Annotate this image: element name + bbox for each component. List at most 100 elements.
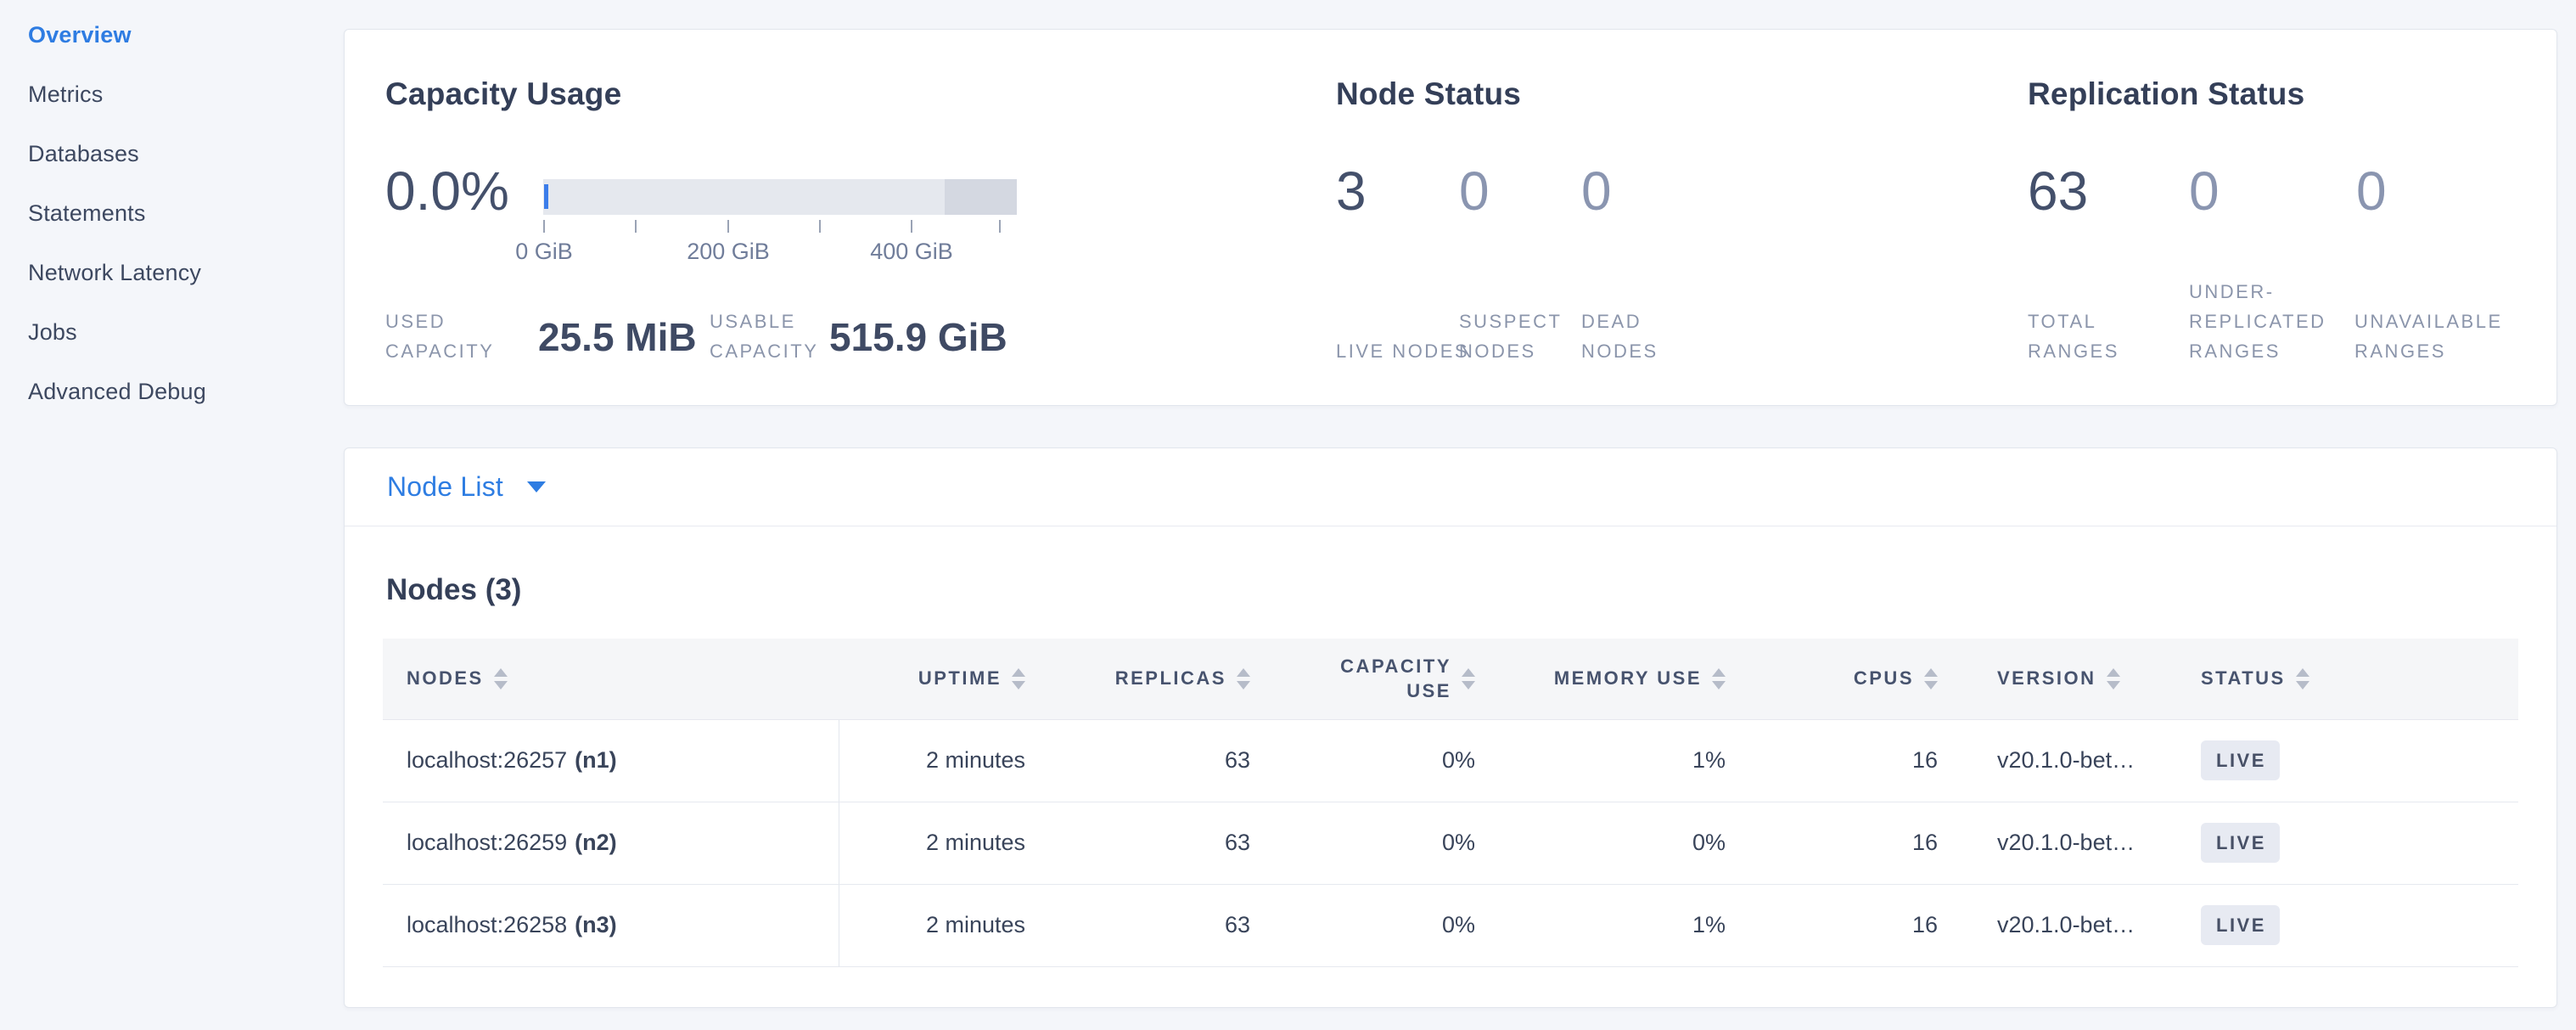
node-id: (n2)	[575, 830, 617, 855]
sort-icon	[1712, 667, 1726, 689]
column-header-label: VERSION	[1997, 667, 2096, 689]
capacity-use-cell: 0%	[1267, 884, 1492, 967]
table-row-node-3: localhost:26258 (n3) 2 minutes 63 0% 1% 1…	[383, 884, 2518, 967]
status-cell: LIVE	[2167, 719, 2518, 802]
sidebar-item-overview[interactable]: Overview	[28, 22, 132, 48]
sidebar: Overview Metrics Databases Statements Ne…	[0, 0, 344, 1030]
column-header-label: NODES	[407, 667, 484, 689]
capacity-gauge-track	[543, 179, 1017, 215]
column-header-cpus[interactable]: CPUS	[1743, 639, 1955, 720]
axis-tick	[911, 220, 912, 233]
sidebar-item-statements[interactable]: Statements	[28, 200, 146, 226]
sidebar-item-network-latency[interactable]: Network Latency	[28, 260, 202, 285]
memory-use-cell: 1%	[1492, 719, 1743, 802]
node-address-link[interactable]: localhost:26257	[407, 747, 568, 773]
version-cell: v20.1.0-bet…	[1955, 802, 2167, 885]
nodes-table-title: Nodes (3)	[386, 573, 522, 606]
status-badge: LIVE	[2201, 905, 2280, 945]
uptime-cell: 2 minutes	[839, 802, 1042, 885]
sidebar-item-metrics[interactable]: Metrics	[28, 82, 104, 107]
node-list-view-dropdown[interactable]: Node List	[345, 448, 2556, 526]
nodes-table-header-row: NODES UPTIME REPLICAS CAPACITY USE MEMOR	[383, 639, 2518, 720]
node-list-body: Nodes (3) NODES UPTIME RE	[345, 526, 2556, 967]
capacity-gauge: 0 GiB 200 GiB 400 GiB	[515, 179, 1017, 273]
usable-capacity-label: USABLE CAPACITY	[710, 311, 819, 362]
column-header-label: CPUS	[1853, 667, 1914, 689]
sort-icon	[1462, 667, 1475, 689]
column-header-memory-use[interactable]: MEMORY USE	[1492, 639, 1743, 720]
axis-label: 200 GiB	[687, 239, 770, 264]
memory-use-cell: 0%	[1492, 802, 1743, 885]
status-badge: LIVE	[2201, 823, 2280, 863]
table-row-node-1: localhost:26257 (n1) 2 minutes 63 0% 1% 1…	[383, 719, 2518, 802]
column-header-label: UPTIME	[918, 667, 1002, 689]
memory-use-cell: 1%	[1492, 884, 1743, 967]
capacity-use-cell: 0%	[1267, 719, 1492, 802]
node-address-cell[interactable]: localhost:26258 (n3)	[383, 884, 839, 967]
sort-icon	[1924, 667, 1938, 689]
column-header-label: MEMORY USE	[1553, 667, 1702, 689]
sort-icon	[1237, 667, 1250, 689]
cpus-cell: 16	[1743, 802, 1955, 885]
live-nodes-label: LIVE NODES	[1336, 341, 1470, 362]
chevron-down-icon	[527, 481, 546, 492]
column-header-label: STATUS	[2201, 667, 2286, 689]
version-cell: v20.1.0-bet…	[1955, 719, 2167, 802]
axis-tick	[543, 220, 545, 233]
node-id: (n3)	[575, 912, 617, 937]
sidebar-item-databases[interactable]: Databases	[28, 141, 139, 166]
cpus-cell: 16	[1743, 884, 1955, 967]
node-address-cell[interactable]: localhost:26259 (n2)	[383, 802, 839, 885]
dead-nodes-count: 0	[1581, 160, 1612, 222]
capacity-gauge-used-marker	[544, 184, 548, 209]
node-list-card: Node List Nodes (3) NODES UPTIME	[344, 447, 2557, 1008]
suspect-nodes-label: SUSPECT NODES	[1459, 311, 1563, 362]
nodes-table: NODES UPTIME REPLICAS CAPACITY USE MEMOR	[383, 639, 2518, 967]
axis-tick	[999, 220, 1001, 233]
suspect-nodes-count: 0	[1459, 160, 1490, 222]
column-header-version[interactable]: VERSION	[1955, 639, 2167, 720]
replicas-cell: 63	[1042, 884, 1267, 967]
under-replicated-ranges-count: 0	[2189, 160, 2220, 222]
replicas-cell: 63	[1042, 719, 1267, 802]
uptime-cell: 2 minutes	[839, 719, 1042, 802]
status-cell: LIVE	[2167, 802, 2518, 885]
sort-icon	[1012, 667, 1025, 689]
capacity-usage-title: Capacity Usage	[385, 76, 622, 111]
column-header-status[interactable]: STATUS	[2167, 639, 2518, 720]
replicas-cell: 63	[1042, 802, 1267, 885]
axis-tick	[727, 220, 729, 233]
axis-label: 400 GiB	[870, 239, 953, 264]
capacity-gauge-axis-ticks	[543, 220, 1017, 234]
dead-nodes-label: DEAD NODES	[1581, 311, 1658, 362]
cpus-cell: 16	[1743, 719, 1955, 802]
status-badge: LIVE	[2201, 740, 2280, 780]
axis-label: 0 GiB	[515, 239, 573, 264]
node-address-cell[interactable]: localhost:26257 (n1)	[383, 719, 839, 802]
sort-icon	[2106, 667, 2120, 689]
cluster-summary-card: Capacity Usage 0.0% 0 GiB 200 GiB 400 Gi…	[344, 29, 2557, 406]
column-header-uptime[interactable]: UPTIME	[839, 639, 1042, 720]
table-row-node-2: localhost:26259 (n2) 2 minutes 63 0% 0% 1…	[383, 802, 2518, 885]
live-nodes-count: 3	[1336, 160, 1367, 222]
sidebar-item-jobs[interactable]: Jobs	[28, 319, 77, 345]
node-id: (n1)	[575, 747, 617, 773]
unavailable-ranges-count: 0	[2356, 160, 2387, 222]
replication-status-title: Replication Status	[2028, 76, 2305, 111]
uptime-cell: 2 minutes	[839, 884, 1042, 967]
node-address-link[interactable]: localhost:26258	[407, 912, 568, 937]
status-cell: LIVE	[2167, 884, 2518, 967]
used-capacity-value: 25.5 MiB	[538, 315, 697, 359]
total-ranges-count: 63	[2028, 160, 2089, 222]
column-header-label: CAPACITY USE	[1340, 656, 1451, 702]
column-header-replicas[interactable]: REPLICAS	[1042, 639, 1267, 720]
axis-tick	[635, 220, 637, 233]
version-cell: v20.1.0-bet…	[1955, 884, 2167, 967]
sidebar-item-advanced-debug[interactable]: Advanced Debug	[28, 379, 206, 404]
column-header-nodes[interactable]: NODES	[383, 639, 839, 720]
capacity-gauge-reserved-segment	[945, 179, 1017, 215]
axis-tick	[819, 220, 821, 233]
column-header-capacity-use[interactable]: CAPACITY USE	[1267, 639, 1492, 720]
node-address-link[interactable]: localhost:26259	[407, 830, 568, 855]
sort-icon	[493, 667, 508, 689]
